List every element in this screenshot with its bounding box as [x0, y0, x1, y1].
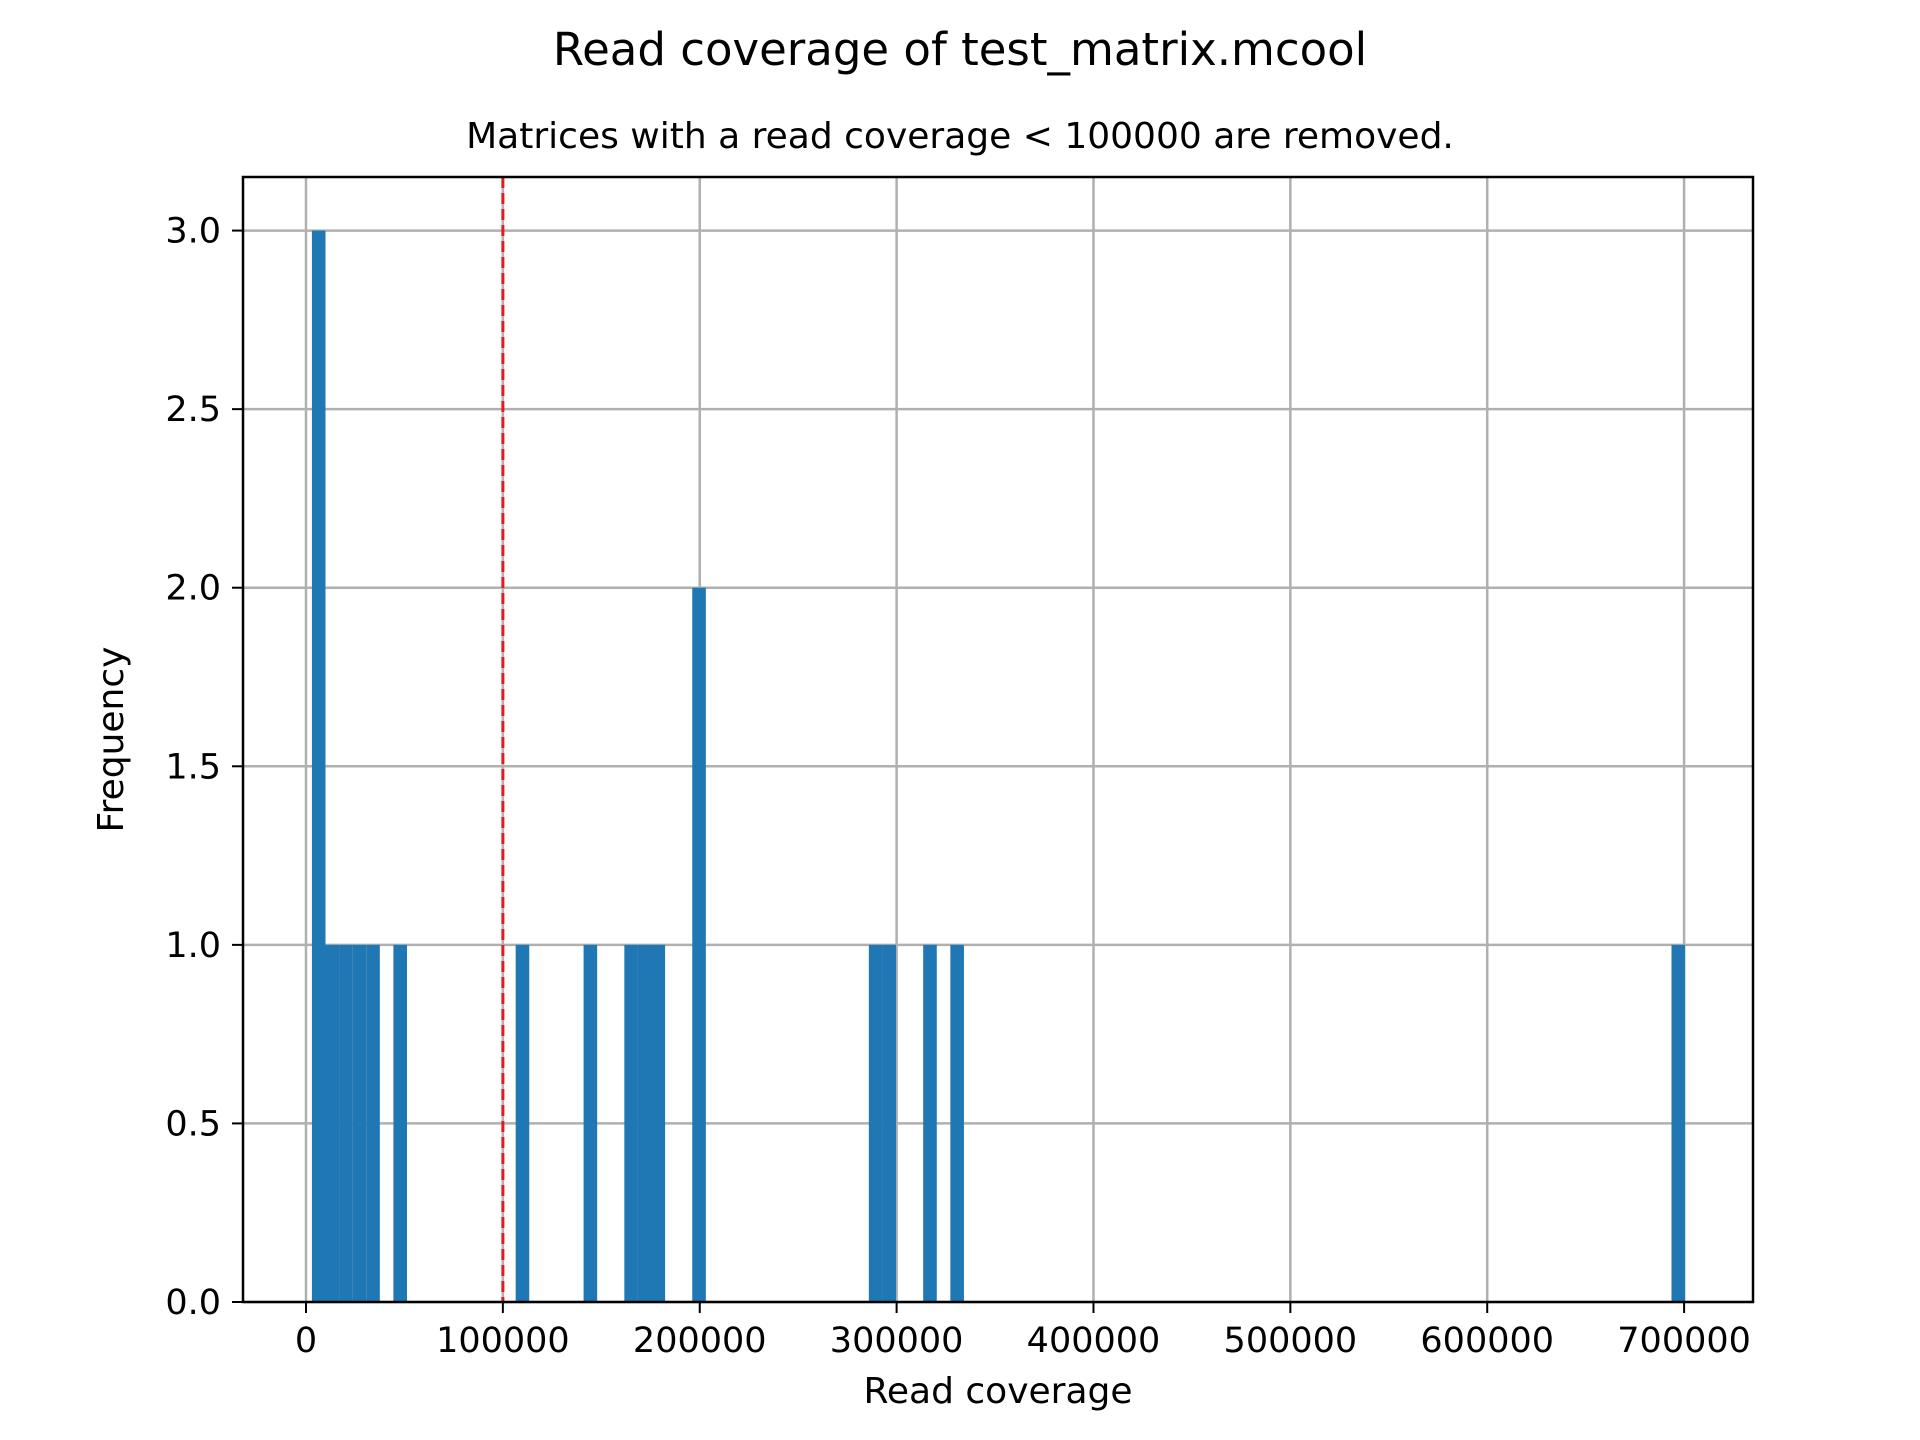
histogram-bar	[624, 944, 638, 1302]
histogram-bar	[923, 944, 937, 1302]
x-tick-label: 700000	[1617, 1321, 1751, 1361]
x-tick-label: 300000	[830, 1321, 964, 1361]
histogram-bar	[637, 944, 652, 1302]
y-tick-label: 0.0	[165, 1283, 221, 1323]
x-axis-ticks: 0 100000 200000 300000 400000 500000 600000 700…	[295, 1302, 1751, 1361]
y-tick-label: 1.5	[165, 747, 221, 787]
histogram-bar	[868, 944, 883, 1302]
histogram-bar	[393, 944, 407, 1302]
y-tick-label: 2.0	[165, 569, 221, 609]
x-tick-label: 600000	[1420, 1321, 1554, 1361]
histogram-bar	[882, 944, 897, 1302]
y-tick-label: 2.5	[165, 390, 221, 430]
x-tick-label: 200000	[633, 1321, 767, 1361]
y-tick-label: 0.5	[165, 1104, 221, 1144]
y-tick-label: 3.0	[165, 212, 221, 252]
histogram-bar	[311, 230, 326, 1303]
histogram-bar	[339, 944, 353, 1302]
x-tick-label: 0	[295, 1321, 317, 1361]
y-axis-ticks: 0.0 0.5 1.0 1.5 2.0 2.5 3.0	[165, 212, 243, 1323]
histogram-bars	[311, 230, 1686, 1303]
grid-lines	[243, 177, 1753, 1304]
x-tick-label: 400000	[1027, 1321, 1161, 1361]
histogram-bar	[583, 944, 598, 1302]
histogram-bar	[366, 944, 380, 1302]
histogram-bar	[515, 944, 530, 1302]
histogram-bar	[1671, 944, 1686, 1302]
histogram-bar	[692, 587, 706, 1302]
y-axis-label: Frequency	[91, 647, 132, 833]
chart-title: Read coverage of test_matrix.mcool	[553, 23, 1367, 76]
plot-frame	[241, 175, 1755, 1304]
y-tick-label: 1.0	[165, 926, 221, 966]
x-tick-label: 500000	[1224, 1321, 1358, 1361]
histogram-bar	[352, 944, 367, 1302]
x-axis-label: Read coverage	[863, 1371, 1132, 1412]
histogram-bar	[651, 944, 666, 1302]
chart-subtitle: Matrices with a read coverage < 100000 a…	[466, 116, 1454, 157]
histogram-bar	[325, 944, 340, 1302]
x-tick-label: 100000	[436, 1321, 570, 1361]
histogram-bar	[950, 944, 964, 1302]
